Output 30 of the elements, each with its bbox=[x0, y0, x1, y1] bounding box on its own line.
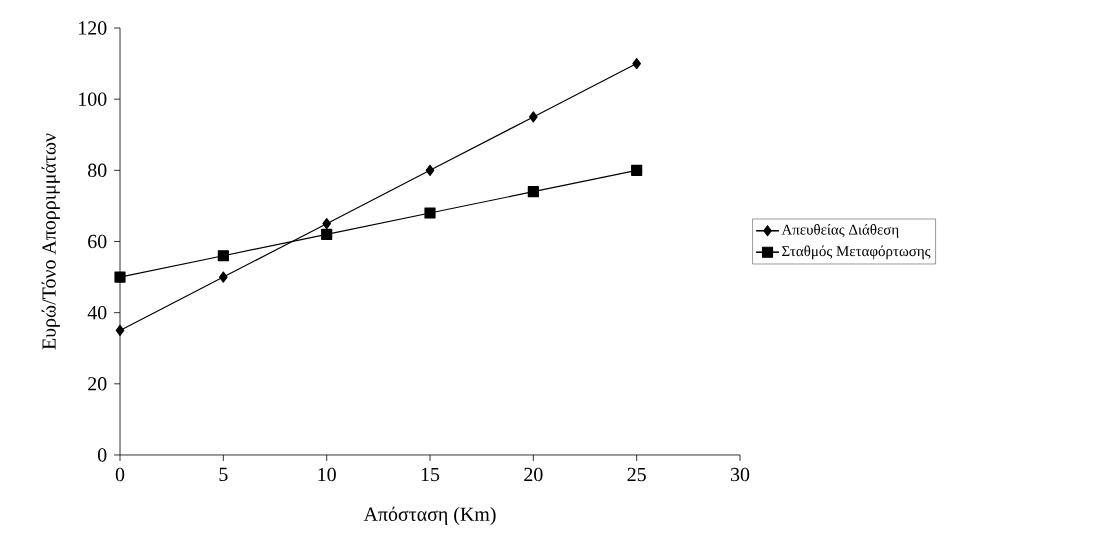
point bbox=[114, 271, 126, 283]
x-tick-label: 30 bbox=[731, 467, 750, 482]
y-tick-label: 120 bbox=[79, 21, 107, 35]
x-tick-label: 15 bbox=[421, 467, 440, 482]
point bbox=[631, 164, 643, 176]
x-tick-label: 5 bbox=[219, 467, 228, 482]
legend-label: Σταθμός Μεταφόρτωσης bbox=[782, 245, 931, 260]
y-tick-label: 20 bbox=[88, 377, 107, 391]
y-tick-label: 100 bbox=[79, 92, 107, 106]
x-tick-label: 10 bbox=[318, 467, 336, 482]
point bbox=[632, 57, 642, 70]
x-tick-label: 25 bbox=[627, 467, 646, 482]
y-tick-label: 0 bbox=[97, 448, 107, 462]
legend-label: Απευθείας Διάθεση bbox=[781, 223, 899, 238]
point bbox=[115, 324, 125, 337]
point bbox=[217, 250, 229, 262]
point bbox=[219, 271, 228, 283]
y-tick-label: 40 bbox=[87, 305, 107, 320]
point bbox=[322, 218, 332, 230]
x-axis-title: Απόσταση (Km) bbox=[363, 506, 496, 525]
point bbox=[424, 207, 436, 219]
x-tick-label: 0 bbox=[115, 467, 125, 482]
point bbox=[529, 111, 538, 123]
point bbox=[425, 164, 435, 176]
y-tick-label: 80 bbox=[88, 163, 107, 178]
point bbox=[527, 186, 539, 198]
y-axis-title: Ευρώ/Τόνο Απορριμμάτων bbox=[41, 133, 60, 350]
y-tick-label: 60 bbox=[88, 234, 107, 249]
point bbox=[321, 228, 333, 240]
x-tick-label: 20 bbox=[524, 467, 543, 482]
